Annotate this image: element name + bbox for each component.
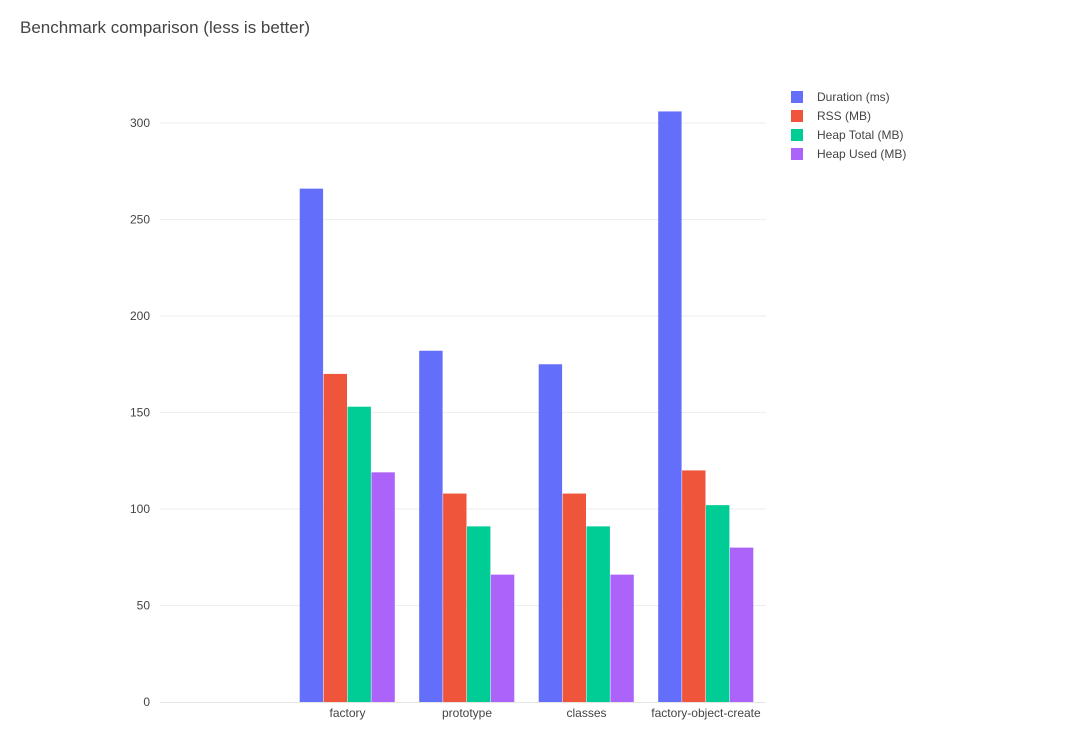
bar-factory-1 [323,373,347,702]
bar-classes-1 [562,493,586,702]
x-tick-label: classes [566,706,606,720]
y-tick-label: 150 [130,406,150,420]
bar-classes-2 [586,526,610,702]
legend-swatch [791,129,803,141]
bar-factory-object-create-2 [706,505,730,702]
bar-factory-3 [371,472,395,702]
y-tick-label: 300 [130,116,150,130]
bar-factory-object-create-1 [682,470,706,702]
legend-item[interactable]: Heap Total (MB) [791,128,903,142]
legend-item[interactable]: Heap Used (MB) [791,147,906,161]
bar-classes-3 [610,574,634,702]
y-tick-label: 200 [130,309,150,323]
y-axis-ticks: 0 50 100 150 200 250 300 [130,116,150,709]
legend-swatch [791,148,803,160]
x-tick-label: factory-object-create [651,706,761,720]
y-tick-label: 50 [137,599,151,613]
bar-prototype-0 [419,350,443,702]
legend-item[interactable]: Duration (ms) [791,90,890,104]
bar-factory-2 [347,406,371,702]
bar-factory-object-create-0 [658,111,682,702]
bar-factory-0 [299,188,324,702]
y-tick-label: 100 [130,502,150,516]
chart-title: Benchmark comparison (less is better) [20,18,310,37]
legend-item[interactable]: RSS (MB) [791,109,871,123]
x-axis-ticks: factory prototype classes factory-object-cr… [329,706,761,720]
legend: Duration (ms) RSS (MB) Heap Total (MB) Heap… [791,90,906,161]
x-tick-label: prototype [442,706,492,720]
y-tick-label: 0 [143,695,150,709]
bars [299,111,754,702]
bar-factory-object-create-3 [729,547,754,702]
legend-label: Heap Used (MB) [817,147,906,161]
legend-label: RSS (MB) [817,109,871,123]
legend-label: Heap Total (MB) [817,128,903,142]
bar-classes-0 [538,364,563,702]
y-tick-label: 250 [130,213,150,227]
bar-prototype-2 [467,526,491,702]
legend-swatch [791,110,803,122]
bar-prototype-3 [490,574,515,702]
legend-label: Duration (ms) [817,90,890,104]
bar-prototype-1 [443,493,467,702]
legend-swatch [791,91,803,103]
x-tick-label: factory [329,706,365,720]
